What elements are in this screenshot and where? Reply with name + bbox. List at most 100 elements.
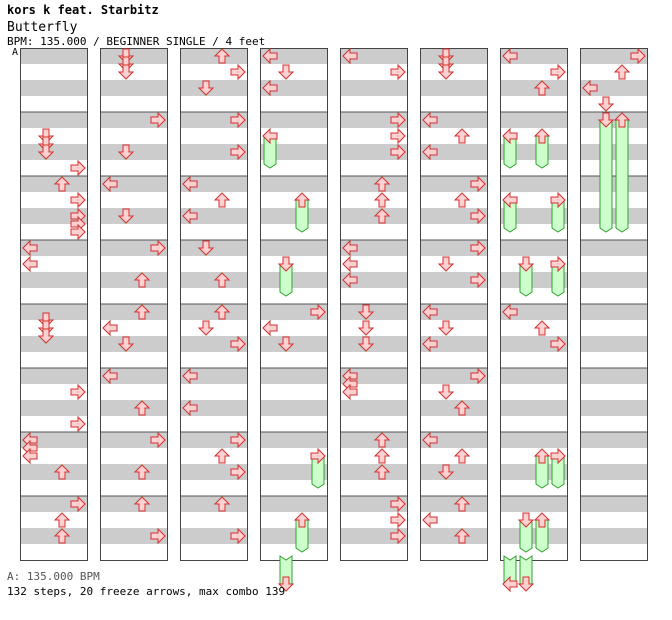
step-arrow — [277, 64, 295, 80]
chart-column-frame — [420, 48, 488, 561]
freeze-arrow-head — [550, 447, 566, 465]
step-arrow — [613, 64, 631, 80]
step-arrow — [437, 64, 455, 80]
step-arrow — [182, 399, 198, 417]
beat-stripe — [20, 368, 88, 384]
beat-stripe — [20, 208, 88, 224]
beat-stripe — [580, 208, 648, 224]
beat-stripe — [180, 464, 248, 480]
freeze-arrow-head — [517, 512, 535, 528]
beat-stripe — [20, 528, 88, 544]
beat-stripe — [100, 368, 168, 384]
step-arrow — [373, 464, 391, 480]
step-arrow — [453, 400, 471, 416]
beat-stripe — [100, 240, 168, 256]
beat-stripe — [500, 48, 568, 64]
freeze-arrow-head — [502, 575, 518, 593]
beat-stripe — [500, 336, 568, 352]
beat-stripe — [100, 144, 168, 160]
bpm-legend: A: 135.000 BPM — [7, 570, 100, 583]
step-arrow — [133, 496, 151, 512]
beat-stripe — [20, 432, 88, 448]
chart-column-frame — [260, 48, 328, 561]
beat-stripe — [20, 112, 88, 128]
freeze-arrow-head — [533, 128, 551, 144]
bpm-marker: A — [12, 47, 19, 58]
beat-stripe — [500, 464, 568, 480]
step-arrow — [53, 512, 71, 528]
step-arrow — [470, 239, 486, 257]
beat-stripe — [180, 240, 248, 256]
step-arrow — [230, 63, 246, 81]
beat-stripe — [580, 176, 648, 192]
step-arrow — [230, 527, 246, 545]
step-arrow — [390, 63, 406, 81]
chart-info: BPM: 135.000 / BEGINNER SINGLE / 4 feet — [7, 35, 266, 48]
step-arrow — [630, 47, 646, 65]
beat-stripe — [260, 304, 328, 320]
step-arrow — [213, 192, 231, 208]
freeze-arrow-head — [293, 192, 311, 208]
step-arrow — [102, 367, 118, 385]
step-arrow — [342, 383, 358, 401]
beat-stripe — [340, 272, 408, 288]
freeze-arrow-head — [277, 256, 295, 272]
beat-stripe — [340, 368, 408, 384]
beat-stripe — [20, 336, 88, 352]
beat-stripe — [420, 496, 488, 512]
freeze-arrow-head — [550, 255, 566, 273]
beat-stripe — [420, 400, 488, 416]
step-arrow — [390, 143, 406, 161]
step-arrow — [310, 303, 326, 321]
beat-stripe — [180, 80, 248, 96]
beat-stripe — [580, 368, 648, 384]
step-arrow — [470, 207, 486, 225]
step-arrow — [133, 304, 151, 320]
beat-stripe — [500, 208, 568, 224]
beat-stripe — [20, 240, 88, 256]
step-arrow — [422, 111, 438, 129]
beat-stripe — [340, 80, 408, 96]
beat-stripe — [180, 336, 248, 352]
step-arrow — [437, 256, 455, 272]
beat-stripe — [420, 208, 488, 224]
step-arrow — [213, 496, 231, 512]
beat-stripe — [420, 240, 488, 256]
freeze-arrow-head — [502, 127, 518, 145]
beat-stripe — [420, 304, 488, 320]
beat-stripe — [580, 272, 648, 288]
beat-stripe — [20, 304, 88, 320]
beat-stripe — [180, 368, 248, 384]
beat-stripe — [420, 176, 488, 192]
beat-stripe — [100, 336, 168, 352]
beat-stripe — [260, 144, 328, 160]
beat-stripe — [20, 400, 88, 416]
step-arrow — [213, 304, 231, 320]
beat-stripe — [100, 528, 168, 544]
beat-stripe — [580, 144, 648, 160]
beat-stripe — [260, 400, 328, 416]
beat-stripe — [500, 112, 568, 128]
beat-stripe — [340, 400, 408, 416]
step-arrow — [182, 175, 198, 193]
step-arrow — [197, 240, 215, 256]
step-arrow — [262, 47, 278, 65]
step-arrow — [453, 192, 471, 208]
step-arrow — [70, 495, 86, 513]
beat-stripe — [420, 432, 488, 448]
beat-stripe — [180, 176, 248, 192]
freeze-arrow-head — [613, 112, 631, 128]
beat-stripe — [500, 144, 568, 160]
beat-stripe — [260, 336, 328, 352]
freeze-arrow-head — [502, 191, 518, 209]
step-arrow — [230, 431, 246, 449]
step-arrow — [213, 48, 231, 64]
step-arrow — [390, 111, 406, 129]
freeze-arrow-head — [550, 191, 566, 209]
step-arrow — [150, 239, 166, 257]
beat-stripe — [420, 48, 488, 64]
beat-stripe — [260, 240, 328, 256]
freeze-arrow-head — [533, 448, 551, 464]
freeze-arrow-head — [597, 112, 615, 128]
step-arrow — [422, 431, 438, 449]
